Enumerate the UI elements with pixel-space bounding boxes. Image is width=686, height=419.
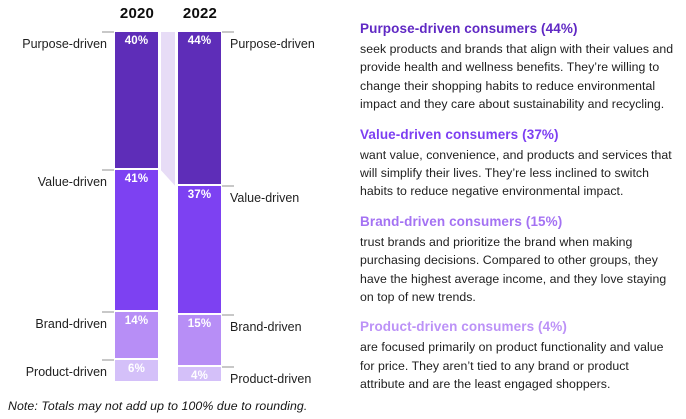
bar-segment-brand-driven-2020: 14% xyxy=(115,311,158,361)
column-header-2022: 2022 xyxy=(182,5,218,22)
bar-segment-product-driven-2022: 4% xyxy=(178,367,221,382)
section-value-driven: Value-driven consumers (37%) want value,… xyxy=(360,126,676,201)
category-label-product-driven-left: Product-driven xyxy=(25,365,107,380)
segment-value-label: 15% xyxy=(187,317,212,330)
section-body-brand: trust brands and prioritize the brand wh… xyxy=(360,234,667,305)
axis-tick xyxy=(102,169,114,172)
axis-tick xyxy=(102,359,114,362)
section-body-purpose: seek products and brands that align with… xyxy=(360,42,674,112)
segment-descriptions-column: Purpose-driven consumers (44%) seek prod… xyxy=(360,20,676,406)
section-product-driven: Product-driven consumers (4%) are focuse… xyxy=(360,318,676,393)
category-label-brand-driven-left: Brand-driven xyxy=(35,316,107,331)
axis-tick xyxy=(102,310,114,313)
category-label-value-driven-left: Value-driven xyxy=(37,175,107,190)
axis-tick xyxy=(222,31,234,33)
section-heading-brand: Brand-driven consumers (15%) xyxy=(360,213,563,229)
section-heading-value: Value-driven consumers (37%) xyxy=(360,126,559,142)
bar-segment-purpose-driven-2022: 44% xyxy=(178,32,221,186)
bar-segment-brand-driven-2022: 15% xyxy=(178,314,221,368)
segment-value-label: 6% xyxy=(127,363,146,376)
section-heading-purpose: Purpose-driven consumers (44%) xyxy=(360,21,578,36)
section-heading-product: Product-driven consumers (4%) xyxy=(360,319,567,335)
segment-value-label: 44% xyxy=(187,35,212,47)
bar-segment-value-driven-2020: 41% xyxy=(115,170,158,312)
segment-value-label: 37% xyxy=(187,188,212,201)
category-label-brand-driven-right: Brand-driven xyxy=(230,319,302,334)
axis-tick xyxy=(102,31,114,33)
segment-value-label: 41% xyxy=(124,173,149,186)
segment-value-label: 40% xyxy=(124,35,149,47)
segment-value-label: 14% xyxy=(124,314,149,327)
category-label-purpose-driven-left: Purpose-driven xyxy=(22,37,107,51)
bar-segment-purpose-driven-2020: 40% xyxy=(115,32,158,171)
category-label-value-driven-right: Value-driven xyxy=(230,190,300,205)
section-purpose-driven: Purpose-driven consumers (44%) seek prod… xyxy=(360,20,676,114)
axis-tick xyxy=(222,366,234,368)
axis-tick xyxy=(222,184,234,187)
bar-segment-product-driven-2020: 6% xyxy=(115,360,158,381)
segment-value-label: 4% xyxy=(190,370,209,382)
category-label-purpose-driven-right: Purpose-driven xyxy=(230,37,315,51)
axis-tick xyxy=(222,313,234,316)
category-label-product-driven-right: Product-driven xyxy=(230,372,312,386)
column-header-2020: 2020 xyxy=(119,5,155,22)
bar-segment-value-driven-2022: 37% xyxy=(178,185,221,315)
section-body-product: are focused primarily on product functio… xyxy=(360,340,664,392)
section-body-value: want value, convenience, and products an… xyxy=(360,147,672,199)
footnote: Note: Totals may not add up to 100% due … xyxy=(8,399,308,413)
section-brand-driven: Brand-driven consumers (15%) trust brand… xyxy=(360,213,676,307)
